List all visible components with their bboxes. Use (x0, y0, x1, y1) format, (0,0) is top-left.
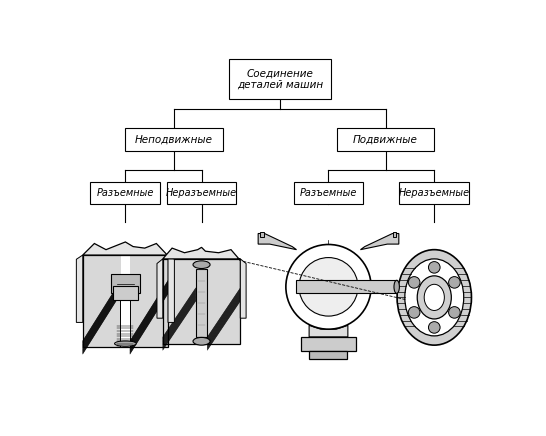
FancyBboxPatch shape (310, 351, 347, 359)
Polygon shape (309, 325, 348, 337)
Polygon shape (207, 259, 240, 344)
Ellipse shape (193, 337, 210, 345)
Ellipse shape (449, 307, 460, 318)
FancyBboxPatch shape (337, 128, 434, 151)
Polygon shape (83, 242, 168, 256)
Ellipse shape (449, 276, 460, 288)
Polygon shape (163, 259, 195, 344)
Ellipse shape (429, 262, 440, 273)
Polygon shape (76, 255, 83, 322)
FancyBboxPatch shape (120, 293, 130, 347)
Ellipse shape (405, 259, 464, 336)
Text: Разъемные: Разъемные (97, 188, 154, 198)
FancyBboxPatch shape (296, 280, 397, 293)
Polygon shape (168, 255, 174, 322)
Ellipse shape (429, 322, 440, 333)
Polygon shape (157, 259, 163, 318)
Ellipse shape (394, 280, 400, 293)
Text: Подвижные: Подвижные (353, 135, 418, 145)
Text: Неразъемные: Неразъемные (166, 188, 237, 198)
FancyBboxPatch shape (301, 337, 355, 351)
Ellipse shape (286, 245, 371, 329)
Ellipse shape (397, 250, 472, 345)
Polygon shape (258, 234, 296, 250)
Ellipse shape (115, 341, 136, 346)
Polygon shape (130, 255, 168, 347)
FancyBboxPatch shape (91, 182, 161, 204)
Text: Неподвижные: Неподвижные (135, 135, 213, 145)
Text: Разъемные: Разъемные (300, 188, 357, 198)
FancyBboxPatch shape (126, 128, 223, 151)
Ellipse shape (424, 284, 444, 310)
Text: Соединение
деталей машин: Соединение деталей машин (237, 68, 323, 90)
Ellipse shape (408, 307, 420, 318)
Bar (260, 232, 264, 238)
Ellipse shape (299, 258, 358, 316)
FancyBboxPatch shape (113, 286, 138, 300)
Polygon shape (360, 234, 399, 250)
FancyBboxPatch shape (294, 182, 364, 204)
Polygon shape (83, 255, 121, 347)
Ellipse shape (193, 261, 210, 269)
FancyBboxPatch shape (167, 182, 236, 204)
Bar (393, 232, 396, 238)
FancyBboxPatch shape (229, 59, 331, 99)
Ellipse shape (417, 276, 452, 319)
Polygon shape (240, 259, 246, 318)
FancyBboxPatch shape (399, 182, 469, 204)
Ellipse shape (408, 276, 420, 288)
Text: Неразъемные: Неразъемные (399, 188, 470, 198)
FancyBboxPatch shape (196, 269, 207, 337)
Polygon shape (163, 247, 240, 260)
FancyBboxPatch shape (111, 274, 140, 293)
